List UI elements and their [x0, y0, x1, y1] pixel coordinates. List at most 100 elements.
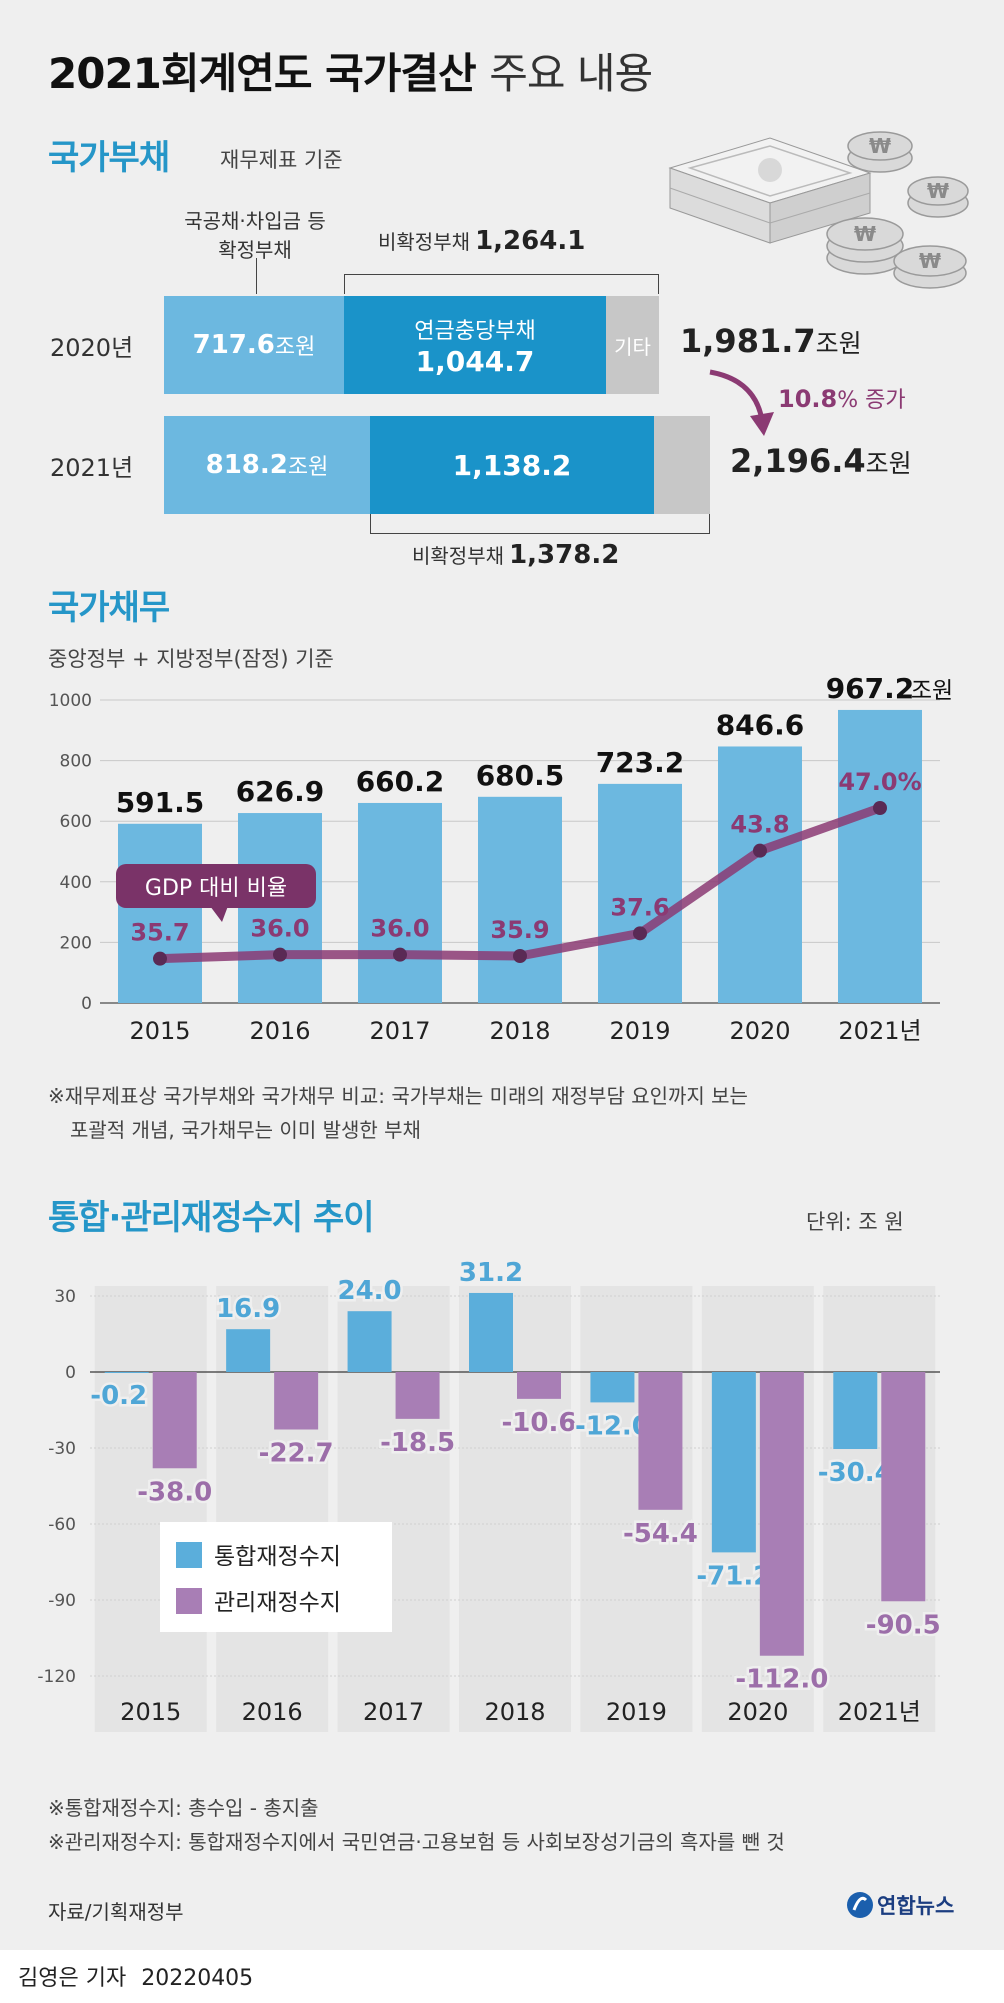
managed-balance-label: -10.6: [502, 1408, 577, 1438]
definite-label-line1: 국공채·차입금 등: [184, 209, 326, 233]
byline-date: 20220405: [141, 1966, 254, 1991]
coin-stack-icon: [826, 131, 969, 289]
x-tick-label: 2015: [129, 1017, 190, 1045]
won-sign-icon: ₩ ₩ ₩ ₩: [854, 134, 949, 273]
y-tick-label: -30: [48, 1439, 76, 1459]
y-tick-label: 200: [60, 933, 92, 953]
y-tick-label: 1000: [49, 691, 92, 711]
nondef-2021-bracket: [370, 514, 710, 534]
y-tick-label: 0: [65, 1363, 76, 1383]
gdp-ratio-callout: [116, 864, 316, 908]
x-tick-label: 2019: [609, 1017, 670, 1045]
bar-2020-other: 기타: [606, 296, 659, 394]
row-year-2020: 2020년: [50, 334, 134, 362]
x-tick-label: 2015: [120, 1698, 181, 1726]
x-tick-label: 2018: [489, 1017, 550, 1045]
infographic: 2021회계연도 국가결산 주요 내용 ₩ ₩ ₩: [0, 0, 1004, 1950]
liability-bar: [598, 783, 682, 1003]
nondef-2021-value: 1,378.2: [509, 540, 620, 570]
managed-balance-bar: [395, 1372, 440, 1419]
balance-note-line2: ※관리재정수지: 통합재정수지에서 국민연금·고용보험 등 사회보장성기금의 흑…: [48, 1830, 785, 1854]
liability-note-line2: 포괄적 개념, 국가채무는 이미 발생한 부채: [70, 1118, 421, 1142]
gdp-ratio-point: [153, 951, 167, 966]
national-liability-chart: 1000 800 600 400 200 0 591.5 2015 626.9 2016 660.2…: [49, 672, 953, 1045]
gdp-ratio-callout-text: GDP 대비 비율: [145, 876, 287, 901]
liability-bar: [118, 823, 202, 1003]
increase-arrow-icon: [709, 369, 774, 436]
x-tick-label: 2020: [729, 1017, 790, 1045]
managed-balance-label: -112.0: [735, 1665, 828, 1695]
pension-label: 연금충당부채: [414, 318, 536, 344]
money-coins-illustration: ₩ ₩ ₩ ₩: [668, 131, 969, 289]
total-2020-value: 1,981.7: [680, 322, 816, 360]
nondef-2020-bracket: [344, 274, 659, 294]
x-tick-label: 2016: [249, 1017, 310, 1045]
banknote-stack-icon: [668, 137, 872, 244]
managed-balance-bar: [517, 1372, 561, 1399]
x-tick-label: 2020: [727, 1698, 788, 1726]
row-year-2021: 2021년: [50, 454, 134, 482]
integrated-balance-bar: [104, 1372, 149, 1373]
title-bold: 2021회계연도 국가결산: [48, 49, 477, 98]
gdp-ratio-label: 35.7: [130, 919, 189, 947]
legend-swatch-integrated: [176, 1542, 202, 1568]
integrated-balance-label: 24.0: [337, 1276, 401, 1306]
y-tick-label: 30: [54, 1287, 76, 1307]
gdp-ratio-label: 36.0: [370, 915, 429, 943]
yonhap-logo-text: 연합뉴스: [877, 1894, 955, 1918]
gdp-ratio-label: 36.0: [250, 915, 309, 943]
integrated-balance-bar: [226, 1329, 271, 1372]
gdp-ratio-point: [513, 949, 527, 963]
x-tick-label: 2019: [606, 1698, 667, 1726]
liability-bar: [358, 802, 442, 1003]
gdp-ratio-callout-tail: [210, 906, 228, 922]
x-tick-label: 2017: [363, 1698, 424, 1726]
svg-text:₩: ₩: [869, 134, 891, 158]
bar-2020-pension-value: 1,044.7: [415, 344, 535, 378]
svg-text:₩: ₩: [854, 222, 876, 246]
fiscal-balance-chart: 30 0 -30 -60 -90 -120 -0.2 -38.0 2015 16.9 -22.7 20…: [37, 1260, 943, 1732]
x-tick-label: 2021년: [838, 1017, 921, 1045]
managed-balance-bar: [759, 1372, 804, 1656]
x-tick-label: 2017: [369, 1017, 430, 1045]
liability-bar-label: 723.2: [596, 746, 685, 779]
liability-bar-label: 660.2: [356, 765, 445, 798]
definite-label-pointer: [256, 258, 257, 294]
nondef-2021-label: 비확정부채 1,378.2: [412, 540, 619, 570]
gdp-ratio-label: 35.9: [490, 916, 549, 944]
yonhap-logo: 연합뉴스: [845, 1890, 954, 1920]
gdp-ratio-point: [753, 843, 767, 858]
liability-bar: [838, 709, 922, 1003]
total-2020: 1,981.7조원: [680, 322, 862, 360]
nondef-2020-value: 1,264.1: [475, 226, 586, 256]
x-tick-label: 2021년: [838, 1698, 921, 1726]
debt-section-subtitle: 재무제표 기준: [220, 148, 343, 172]
y-tick-label: -120: [37, 1667, 76, 1687]
integrated-balance-label: -0.2: [90, 1381, 147, 1411]
svg-text:₩: ₩: [927, 179, 949, 203]
integrated-balance-bar: [590, 1372, 635, 1403]
yonhap-logo-icon: [847, 1892, 873, 1918]
gdp-ratio-point: [873, 801, 887, 815]
svg-text:₩: ₩: [919, 249, 941, 273]
integrated-balance-label: 31.2: [459, 1260, 523, 1288]
x-tick-label: 2018: [484, 1698, 545, 1726]
debt-section-title: 국가부채: [48, 138, 170, 178]
title-light: 주요 내용: [489, 49, 653, 98]
integrated-balance-label: 16.9: [216, 1294, 280, 1324]
legend-label-integrated: 통합재정수지: [214, 1544, 341, 1570]
gdp-ratio-label: 47.0%: [838, 768, 921, 796]
liability-bar-label: 591.5: [116, 786, 205, 819]
total-2020-unit: 조원: [815, 329, 862, 358]
gdp-ratio-label: 37.6: [610, 893, 669, 921]
legend-label-managed: 관리재정수지: [214, 1590, 341, 1616]
liability-note-line1: ※재무제표상 국가부채와 국가채무 비교: 국가부채는 미래의 재정부담 요인까…: [48, 1084, 748, 1108]
bar-2020-definite-unit: 조원: [274, 335, 316, 360]
managed-balance-label: -90.5: [866, 1610, 941, 1640]
source-text: 자료/기획재정부: [48, 1900, 184, 1924]
balance-unit: 단위: 조 원: [806, 1210, 904, 1234]
y-tick-label: -90: [48, 1591, 76, 1611]
y-tick-label: 400: [60, 873, 92, 893]
y-tick-label: 600: [60, 812, 92, 832]
total-2021-value: 2,196.4: [730, 442, 866, 480]
